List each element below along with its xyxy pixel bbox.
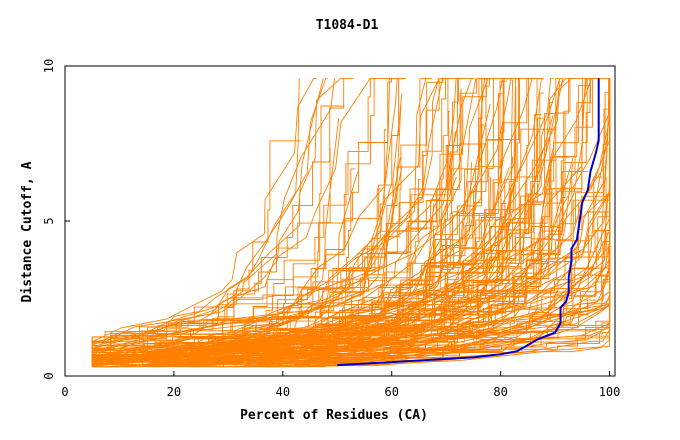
background-model-line — [91, 77, 406, 366]
background-model-line — [91, 77, 446, 365]
x-tick-label: 100 — [599, 385, 621, 399]
background-model-line — [91, 110, 451, 366]
background-model-line — [91, 77, 530, 366]
background-model-line — [183, 77, 554, 356]
background-model-line — [91, 188, 381, 367]
y-tick-label: 0 — [42, 372, 56, 379]
y-tick-label: 5 — [42, 217, 56, 224]
highlighted-model-line — [337, 78, 600, 367]
background-model-line — [186, 77, 564, 359]
background-model-line — [91, 77, 432, 363]
background-model-line — [234, 77, 592, 367]
background-model-line — [176, 197, 611, 366]
background-model-line — [140, 78, 611, 361]
background-model-line — [183, 77, 574, 359]
background-model-line — [91, 93, 403, 366]
background-model-line — [91, 77, 583, 367]
ticks-layer: 0 20 40 60 80 100 0 5 10 — [42, 59, 620, 399]
x-tick-label: 0 — [61, 385, 68, 399]
x-axis-label: Percent of Residues (CA) — [240, 408, 428, 423]
background-model-line — [175, 77, 568, 363]
background-model-line — [91, 77, 345, 355]
y-axis-label: Distance Cutoff, A — [20, 161, 35, 302]
background-model-line — [191, 78, 611, 364]
background-model-line — [139, 176, 457, 368]
background-model-line — [250, 78, 611, 367]
background-model-line — [259, 103, 611, 367]
x-tick-label: 20 — [167, 385, 181, 399]
background-model-line — [146, 135, 609, 366]
background-model-line — [91, 93, 505, 367]
y-tick-label: 10 — [42, 59, 56, 73]
background-model-line — [91, 118, 340, 364]
series-layer — [91, 77, 611, 368]
chart-title: T1084-D1 — [316, 18, 379, 33]
background-model-line — [92, 204, 542, 368]
background-model-line — [91, 77, 467, 364]
background-model-line — [91, 78, 324, 365]
x-tick-label: 40 — [276, 385, 290, 399]
background-model-line — [92, 78, 427, 362]
background-model-line — [156, 77, 495, 365]
background-model-line — [91, 171, 359, 367]
background-model-line — [91, 78, 335, 365]
background-model-line — [91, 77, 504, 356]
x-tick-label: 80 — [493, 385, 507, 399]
x-tick-label: 60 — [385, 385, 399, 399]
background-model-line — [154, 170, 588, 368]
background-model-line — [91, 77, 374, 363]
